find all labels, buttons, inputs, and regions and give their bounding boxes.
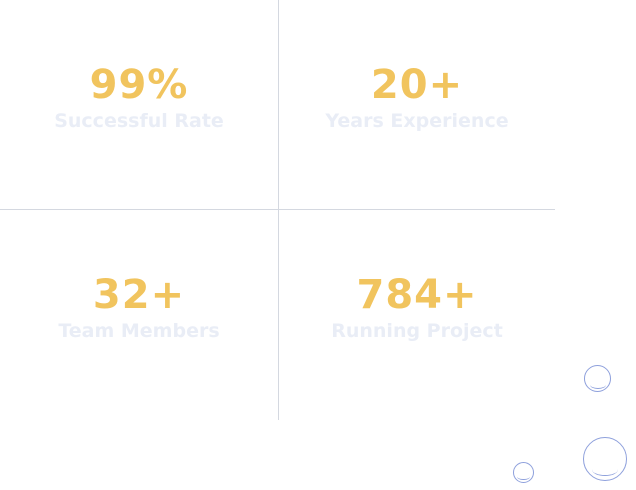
stat-team-members: 32+ Team Members: [0, 272, 278, 344]
bubble-icon: [584, 365, 611, 392]
vertical-divider: [278, 0, 279, 420]
stat-label: Successful Rate: [54, 110, 224, 132]
stat-running-project: 784+ Running Project: [278, 272, 556, 344]
stat-label: Running Project: [331, 320, 503, 342]
horizontal-divider: [0, 209, 555, 210]
bubble-icon: [583, 437, 627, 481]
stat-label: Years Experience: [325, 110, 509, 132]
bubble-icon: [513, 462, 534, 483]
stat-value: 20+: [370, 62, 464, 108]
stat-value: 32+: [92, 272, 186, 318]
stat-successful-rate: 99% Successful Rate: [0, 62, 278, 134]
stat-value: 99%: [89, 62, 189, 108]
stat-value: 784+: [356, 272, 478, 318]
stats-grid: 99% Successful Rate 20+ Years Experience…: [0, 0, 555, 420]
stat-label: Team Members: [58, 320, 220, 342]
stat-years-experience: 20+ Years Experience: [278, 62, 556, 134]
